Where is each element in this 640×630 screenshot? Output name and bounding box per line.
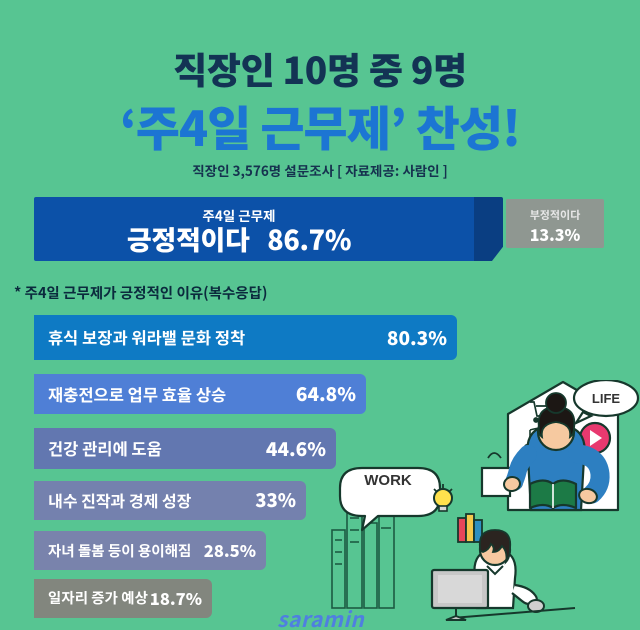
svg-text:LIFE: LIFE xyxy=(592,391,620,406)
svg-text:WORK: WORK xyxy=(364,472,412,489)
